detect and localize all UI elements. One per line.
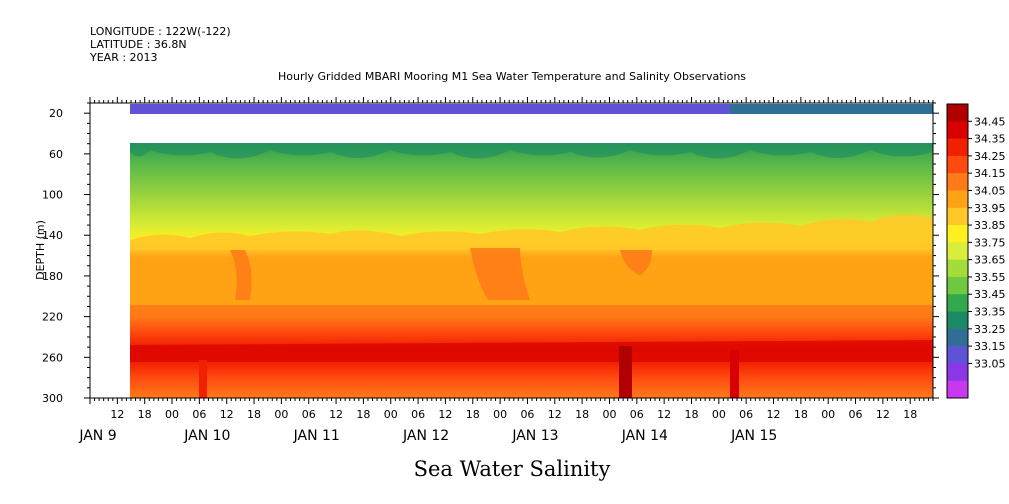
- colorbar-swatch: [947, 328, 968, 347]
- x-hour-label: 18: [684, 408, 698, 421]
- x-hour-label: 12: [329, 408, 343, 421]
- x-hour-label: 00: [602, 408, 616, 421]
- colorbar-level-label: 33.55: [974, 271, 1006, 284]
- colorbar-level-label: 34.35: [974, 133, 1006, 146]
- colorbar-level-label: 33.75: [974, 236, 1006, 249]
- x-hour-label: 12: [767, 408, 781, 421]
- x-axis: 12 18 00 06 12 18 00 06 12 18 00 06 12 18 00 06 12 18 00 06…: [78, 97, 934, 444]
- colorbar-swatch: [947, 225, 968, 243]
- x-day-label: JAN 12: [402, 428, 449, 444]
- x-hour-label: 12: [548, 408, 562, 421]
- x-day-label: JAN 10: [183, 428, 230, 444]
- colorbar-level-label: 33.45: [974, 288, 1006, 301]
- surface-salinity-band-right: [730, 104, 933, 114]
- x-hour-label: 06: [302, 408, 316, 421]
- x-hour-label: 06: [630, 408, 644, 421]
- salinity-spike-jan9: [199, 360, 207, 398]
- x-hour-label: 00: [712, 408, 726, 421]
- y-tick-label: 180: [42, 270, 63, 283]
- colorbar-swatch: [947, 380, 968, 399]
- x-hour-label: 12: [220, 408, 234, 421]
- colorbar-level-label: 34.15: [974, 167, 1006, 180]
- salinity-spike-jan13: [619, 346, 632, 398]
- colorbar-swatch: [947, 311, 968, 330]
- y-tick-label: 300: [42, 392, 63, 405]
- x-hour-label: 06: [849, 408, 863, 421]
- x-hour-label: 18: [903, 408, 917, 421]
- x-hour-label: 00: [165, 408, 179, 421]
- y-axis-label: DEPTH (m): [34, 220, 47, 280]
- colorbar-swatch: [947, 363, 968, 382]
- colorbar-border: [946, 103, 969, 399]
- x-hour-label: 12: [876, 408, 890, 421]
- salinity-contour-orange-lobes: [130, 248, 933, 318]
- longitude-label: LONGITUDE : 122W(-122): [90, 25, 231, 38]
- x-hour-label: 18: [794, 408, 808, 421]
- latitude-label: LATITUDE : 36.8N: [90, 38, 187, 51]
- x-hour-label: 06: [192, 408, 206, 421]
- colorbar-level-label: 33.05: [974, 357, 1006, 370]
- colorbar-level-label: 34.05: [974, 184, 1006, 197]
- plot-area: [89, 102, 934, 399]
- salinity-contour-upper: [130, 143, 933, 159]
- colorbar-swatch: [947, 104, 968, 122]
- surface-salinity-band: [130, 104, 933, 114]
- x-hour-label: 06: [739, 408, 753, 421]
- x-day-label: JAN 14: [621, 428, 668, 444]
- colorbar-level-label: 33.65: [974, 254, 1006, 267]
- colorbar-swatch: [947, 190, 968, 209]
- x-hour-label: 00: [821, 408, 835, 421]
- x-hour-label: 18: [575, 408, 589, 421]
- salinity-contour-mid-yellow: [130, 214, 933, 250]
- colorbar: 34.45 34.35 34.25 34.15 34.05 33.95 33.85 33.75…: [946, 103, 1006, 399]
- colorbar-level-label: 33.25: [974, 323, 1006, 336]
- variable-label: Sea Water Salinity: [414, 457, 611, 481]
- x-hour-label: 12: [438, 408, 452, 421]
- colorbar-swatch: [947, 155, 968, 174]
- x-hour-label: 18: [247, 408, 261, 421]
- x-hour-label: 06: [520, 408, 534, 421]
- y-tick-label: 60: [49, 148, 63, 161]
- chart-title: Hourly Gridded MBARI Mooring M1 Sea Wate…: [278, 70, 746, 83]
- y-axis: 20 60 100 140 180 220 260 300: [42, 102, 939, 405]
- colorbar-level-label: 33.35: [974, 306, 1006, 319]
- colorbar-swatch: [947, 138, 968, 157]
- x-day-label: JAN 11: [293, 428, 340, 444]
- x-hour-label: 18: [466, 408, 480, 421]
- y-tick-label: 260: [42, 351, 63, 364]
- year-label: YEAR : 2013: [89, 51, 158, 64]
- colorbar-swatch: [947, 294, 968, 313]
- colorbar-level-label: 34.45: [974, 115, 1006, 128]
- x-hour-label: 00: [384, 408, 398, 421]
- x-hour-label: 18: [356, 408, 370, 421]
- x-hour-label: 18: [138, 408, 152, 421]
- x-hour-label: 06: [411, 408, 425, 421]
- x-hour-label: 00: [274, 408, 288, 421]
- y-tick-label: 140: [42, 229, 63, 242]
- y-tick-label: 100: [42, 189, 63, 202]
- x-hour-label: 12: [110, 408, 124, 421]
- x-hour-label: 00: [493, 408, 507, 421]
- x-day-label: JAN 9: [78, 428, 116, 444]
- colorbar-swatch: [947, 259, 968, 278]
- colorbar-level-label: 33.95: [974, 202, 1006, 215]
- x-day-label: JAN 15: [730, 428, 777, 444]
- x-day-label: JAN 13: [511, 428, 558, 444]
- colorbar-swatch: [947, 242, 968, 261]
- colorbar-level-label: 33.85: [974, 219, 1006, 232]
- salinity-spike-jan14: [730, 350, 739, 398]
- plot-border: [89, 102, 934, 399]
- colorbar-level-label: 34.25: [974, 150, 1006, 163]
- x-hour-label: 12: [657, 408, 671, 421]
- colorbar-swatch: [947, 346, 968, 364]
- colorbar-swatch: [947, 173, 968, 191]
- colorbar-level-label: 33.15: [974, 340, 1006, 353]
- y-tick-label: 220: [42, 311, 63, 324]
- colorbar-swatch: [947, 121, 968, 140]
- colorbar-swatch: [947, 207, 968, 226]
- colorbar-swatch: [947, 276, 968, 295]
- y-tick-label: 20: [49, 107, 63, 120]
